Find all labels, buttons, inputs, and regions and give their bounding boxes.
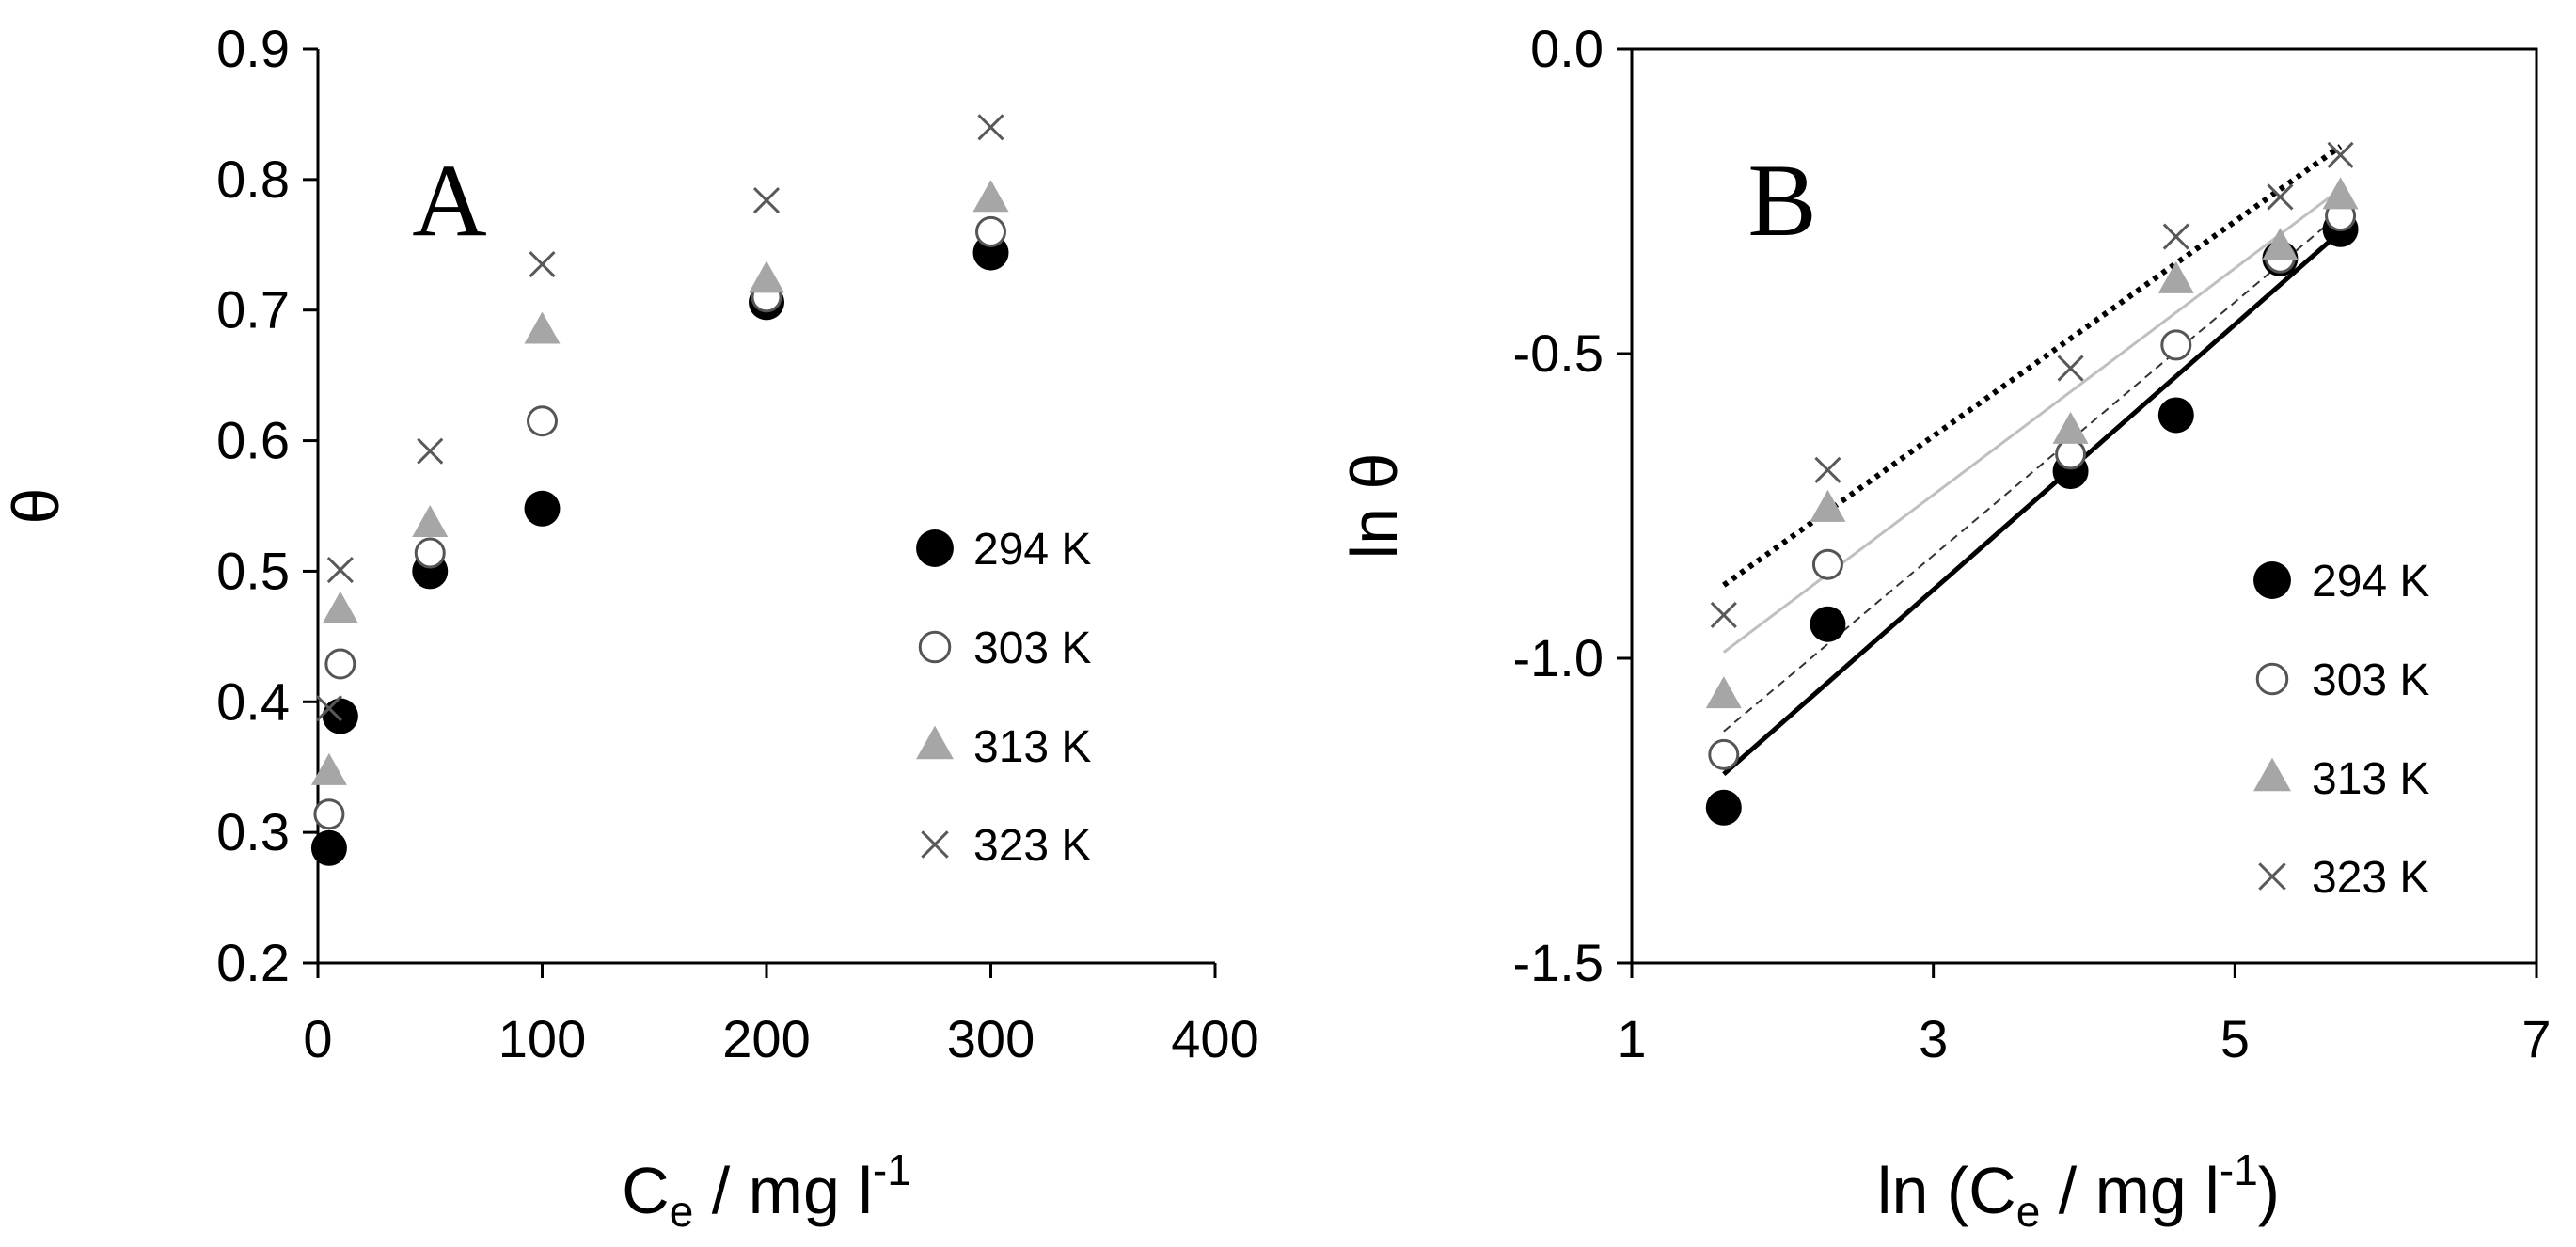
panel-a-legend-marker [916,529,954,567]
panel-a-legend: 294 K 303 K 313 K 323 K [916,525,1091,871]
panel-b-legend-label: 323 K [2312,853,2429,903]
panel-a-data-point [412,505,449,538]
panel-b-legend-marker [2253,561,2291,599]
panel-a-legend-marker [918,630,952,664]
panel-a-x-tick-label: 400 [1171,1009,1258,1068]
panel-b-y-tick-label: -1.0 [1513,628,1604,687]
panel-a-legend-marker [921,830,949,859]
panel-a-data-point [322,591,358,624]
panel-b-legend-marker [2253,757,2291,792]
panel-a-series-323k [315,114,1004,722]
panel-b-data-point [2327,141,2354,168]
panel-a-y-tick-label: 0.3 [216,802,290,861]
panel-a-y-tick-label: 0.5 [216,541,290,600]
panel-b-data-point [2052,411,2089,444]
panel-a-data-point [414,537,446,569]
panel-b-y-axis-title: ln θ [1337,453,1411,560]
panel-a-data-point [972,180,1009,213]
panel-a-data-point [975,215,1006,247]
panel-b-data-point [2160,329,2192,361]
panel-a-series-303k [313,215,1006,830]
panel-b-data-point [1705,676,1742,709]
panel-b-data-point [1810,489,1846,522]
panel-a-y-tick-label: 0.7 [216,280,290,339]
panel-a-chart: 0.2 0.3 0.4 0.5 0.6 0.7 0.8 0.9 0 100 200 300 400 Aθ C… [0,19,1259,1236]
panel-a-y-tick-label: 0.8 [216,150,290,209]
panel-a-x-tick-label: 100 [498,1009,586,1068]
panel-b-data-point [2322,177,2359,210]
panel-b-plot-frame [1630,47,2538,965]
panel-a-data-point [529,251,556,278]
panel-a-x-tick-label: 300 [947,1009,1035,1068]
panel-a-legend-label: 323 K [973,821,1091,871]
panel-b-data-point [1814,456,1841,483]
panel-a-y-tick-label: 0.9 [216,19,290,78]
panel-a-y-axis-title: θ [0,488,72,525]
panel-a-data-point [752,187,781,214]
panel-b-legend-marker [2255,662,2289,696]
panel-b-data-point [2057,355,2084,382]
panel-b-x-tick-label: 5 [2220,1009,2250,1068]
panel-a-data-point [524,490,561,527]
panel-b-legend-label: 303 K [2312,655,2429,705]
panel-b-fit-line-313k [1722,187,2342,654]
panel-b-data-point [1810,606,1846,642]
panel-b-fit-line-294k [1722,229,2343,776]
panel-b-data-point [2157,397,2194,434]
panel-b-data-point [1708,738,1740,770]
panel-b-series-323k [1710,141,2354,629]
panel-a-legend-label: 313 K [973,722,1091,772]
panel-a-data-point [322,698,358,734]
panel-b-data-point [1705,789,1742,826]
panel-a-data-point [313,798,345,830]
panel-b-chart: -1.5 -1.0 -0.5 0.0 1 3 5 7 Bln θ ln (Ce / mg l-1)… [1337,19,2552,1236]
panel-b-data-point [2157,260,2194,293]
panel-b-series-313k [1705,177,2359,709]
panel-b-y-tick-label: 0.0 [1530,19,1604,78]
panel-b-x-tick-label: 1 [1617,1009,1646,1068]
panel-b-fit-line-303k [1723,213,2342,733]
panel-a-data-point [310,829,347,866]
panel-b-x-tick-label: 3 [1919,1009,1948,1068]
panel-a-y-tick-label: 0.4 [216,671,290,731]
panel-b-legend-label: 294 K [2312,557,2429,607]
panel-b-y-tick-label: -1.5 [1513,933,1604,992]
panel-b-data-point [2262,228,2299,260]
panel-a-data-point [324,648,356,680]
panel-a-data-point [527,405,558,437]
panel-a-data-point [417,437,444,465]
panel-b-y-tick-label: -0.5 [1513,324,1604,383]
panel-b-x-tick-label: 7 [2521,1009,2551,1068]
panel-a-y-tick-label: 0.6 [216,411,290,470]
panel-a-label: A [412,143,486,258]
panel-a-x-tick-label: 0 [303,1009,332,1068]
panel-b-legend-marker [2258,862,2286,891]
panel-a-legend-label: 303 K [973,624,1091,673]
panel-a-legend-marker [916,725,954,760]
panel-a-legend-label: 294 K [973,525,1091,575]
panel-a-data-point [524,311,561,344]
panel-b-data-point [2055,438,2087,470]
panel-b-data-point [2267,183,2294,211]
panel-a-data-point [977,114,1004,141]
panel-b-data-point [1811,548,1843,580]
panel-a-data-point [315,695,342,722]
panel-b-legend-label: 313 K [2312,754,2429,804]
panel-b-data-point [2162,223,2189,250]
panel-a-x-axis-title: Ce / mg l-1 [622,1145,911,1236]
panel-a-series-313k [310,180,1009,785]
panel-b-data-point [1710,601,1737,629]
panel-a-x-tick-label: 200 [722,1009,810,1068]
panel-b-legend: 294 K 303 K 313 K 323 K [2253,557,2429,903]
panel-b-x-axis-title: ln (Ce / mg l-1) [1877,1145,2280,1236]
panel-a-data-point [749,260,784,293]
panel-a-y-tick-label: 0.2 [216,933,290,992]
panel-b-label: B [1747,143,1816,258]
panel-a-data-point [326,556,354,584]
panel-a-data-point [310,752,347,785]
